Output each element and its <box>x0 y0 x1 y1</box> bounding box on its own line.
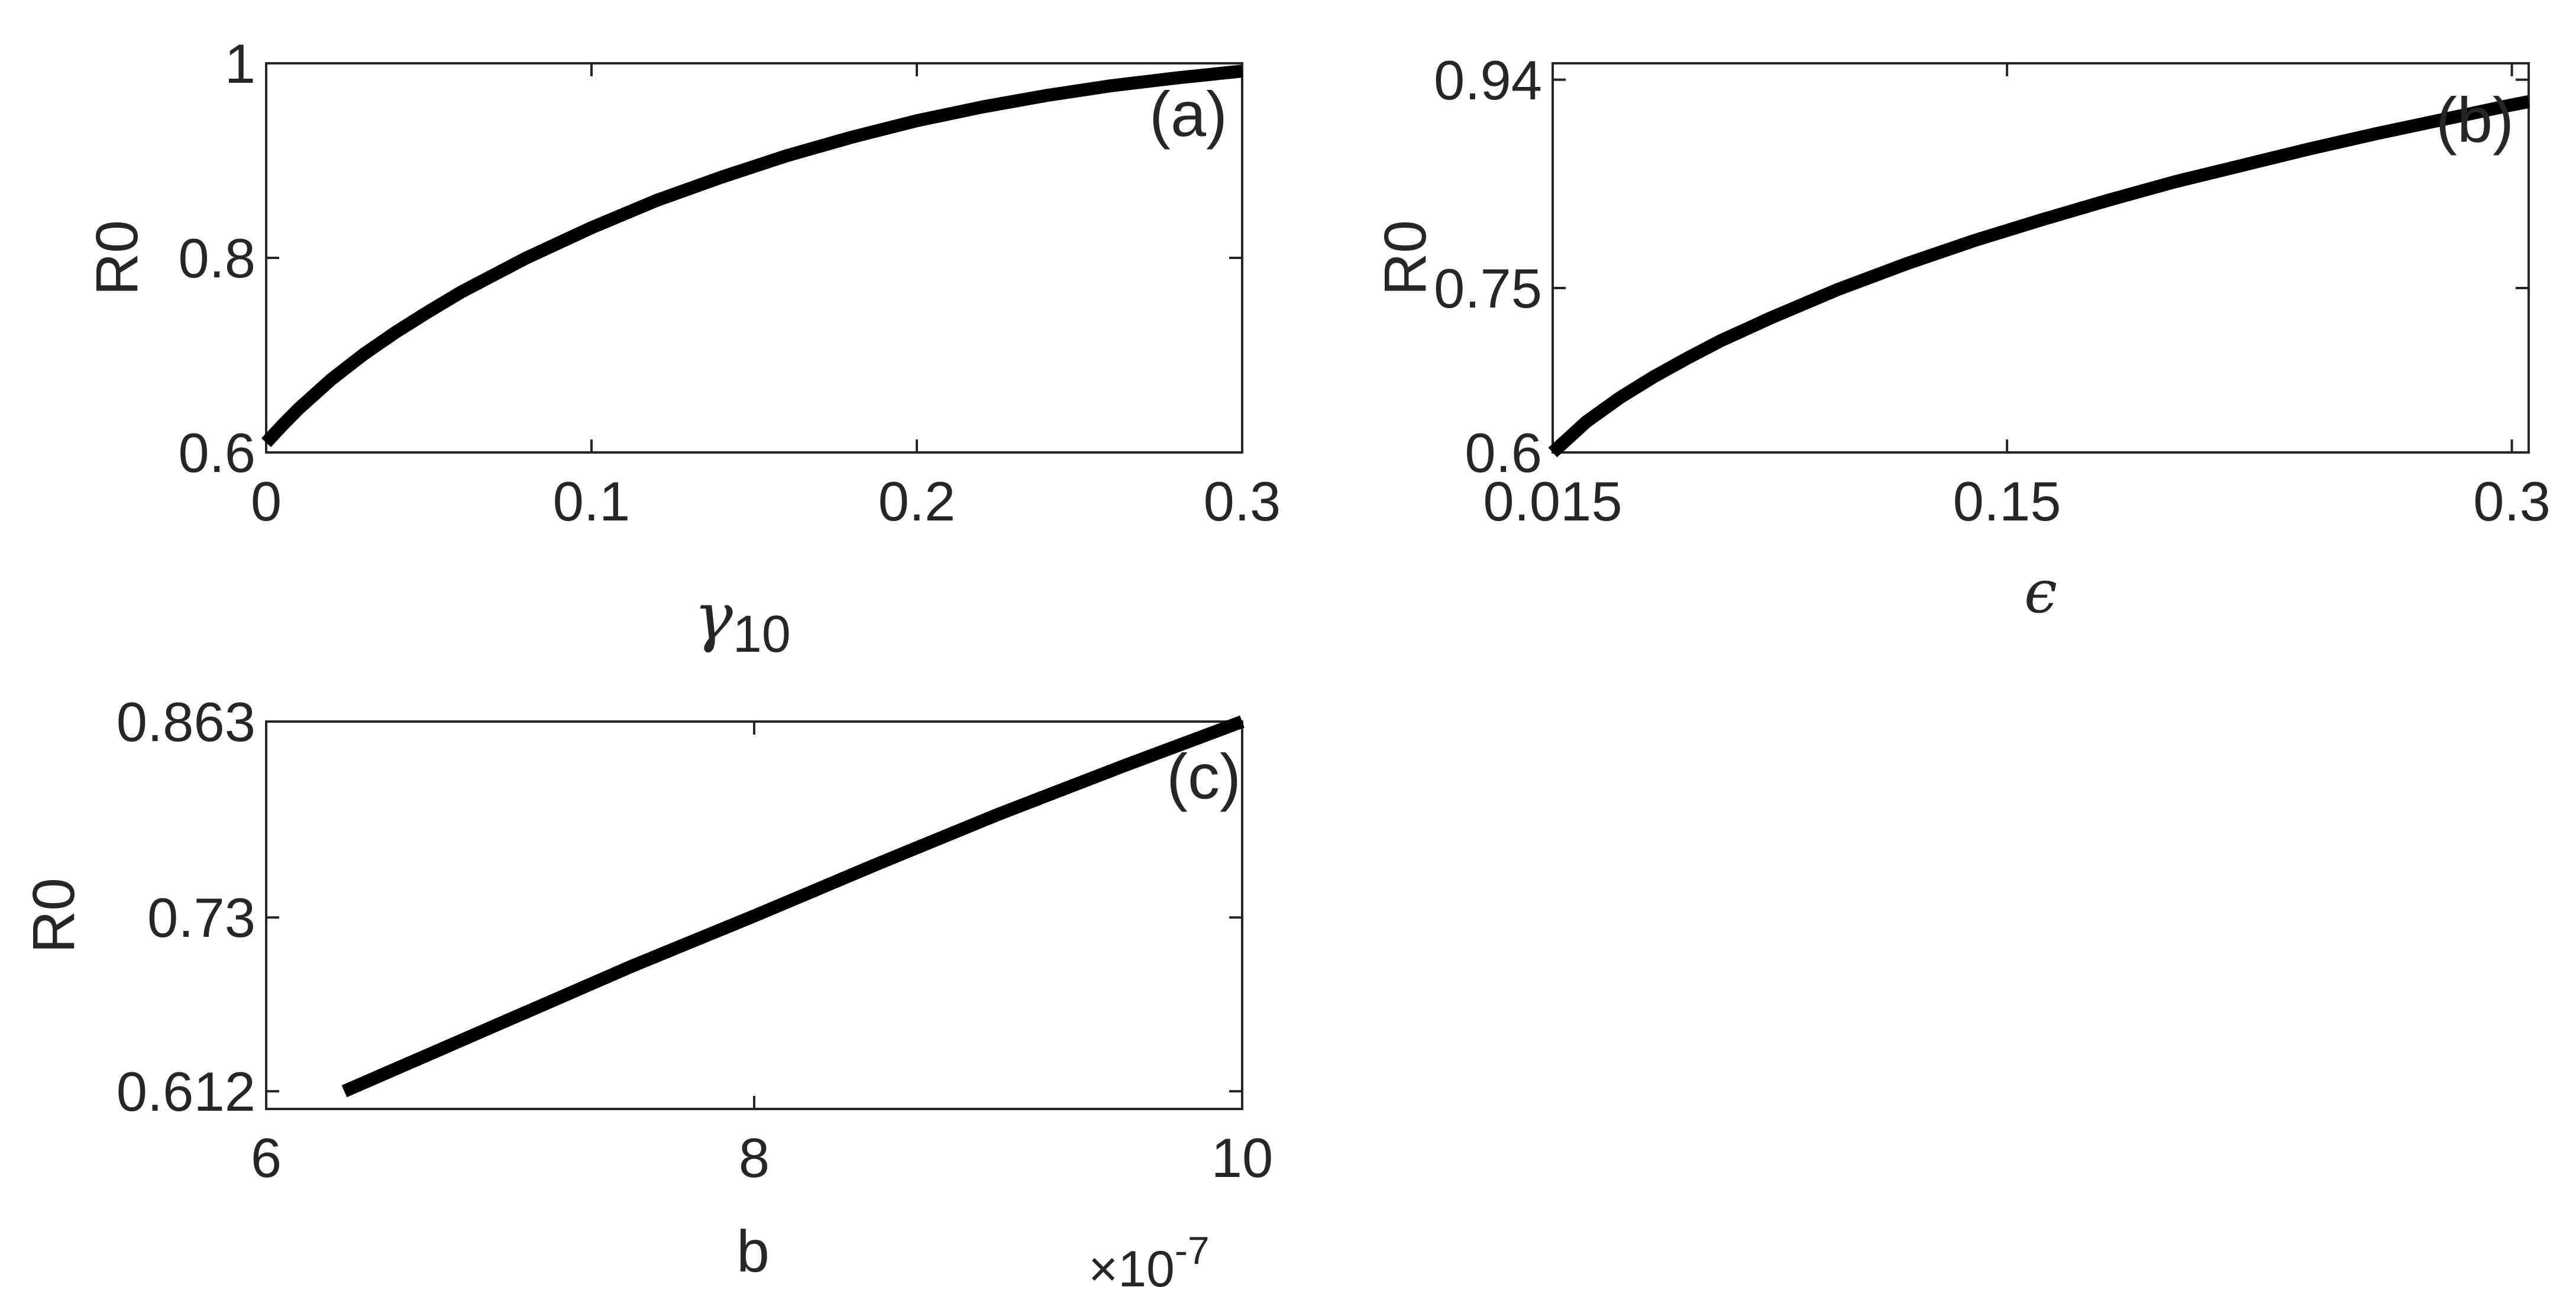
panel-c-ylabel: R0 <box>21 878 87 953</box>
panel-c-x-multiplier-base: ×10 <box>1088 1241 1175 1298</box>
panel-c-x-multiplier: ×10-7 <box>1088 1228 1210 1298</box>
panel-b-series-line-0 <box>1548 95 2530 458</box>
x-tick-label: 0.15 <box>1953 470 2061 532</box>
x-tick-label: 10 <box>1211 1127 1274 1189</box>
x-tick-label: 0.2 <box>878 470 956 532</box>
panel-c-tick-labels: 6 8 10 0.612 0.73 0.863 <box>117 691 1274 1189</box>
panel-a-axes-box <box>265 62 1243 454</box>
x-tick-label: 0.1 <box>553 470 631 532</box>
panel-a-series <box>261 64 1243 447</box>
panel-b-label: (b) <box>2436 84 2514 156</box>
y-tick-label: 0.8 <box>178 227 256 289</box>
x-tick-label: 0.015 <box>1483 470 1622 532</box>
x-tick-label: 0 <box>251 470 282 532</box>
y-tick-label: 0.612 <box>117 1060 256 1123</box>
panel-b-xlabel: ϵ <box>2024 557 2057 626</box>
panel-b: 0.015 0.15 0.3 0.6 0.75 0.94 (b) R0 ϵ <box>1372 49 2551 626</box>
panel-a-label: (a) <box>1149 78 1227 150</box>
y-tick-label: 0.73 <box>147 887 256 949</box>
y-tick-label: 0.6 <box>1465 422 1542 484</box>
panel-c-label: (c) <box>1166 740 1241 812</box>
panel-a-xlabel-symbol: γ <box>694 578 733 654</box>
x-tick-label: 6 <box>251 1127 282 1189</box>
panel-c-xlabel: b <box>736 1218 770 1285</box>
x-tick-label: 0.3 <box>1204 470 1281 532</box>
panel-b-tick-labels: 0.015 0.15 0.3 0.6 0.75 0.94 <box>1434 49 2551 532</box>
panel-a: 0 0.1 0.2 0.3 0.6 0.8 1 (a) R0 γ10 <box>84 33 1281 663</box>
panel-c-x-multiplier-exponent: -7 <box>1175 1228 1210 1272</box>
panel-b-axes-box <box>1552 62 2530 454</box>
x-tick-label: 8 <box>739 1127 770 1189</box>
y-tick-label: 0.863 <box>117 691 256 753</box>
y-tick-label: 0.94 <box>1434 49 1542 111</box>
panel-c: 6 8 10 0.612 0.73 0.863 (c) R0 b ×10-7 <box>21 691 1273 1298</box>
panel-a-xlabel: γ10 <box>694 578 791 663</box>
panel-b-ticks <box>1552 63 2529 454</box>
y-tick-label: 0.75 <box>1434 257 1542 319</box>
panel-a-ticks <box>265 62 1243 454</box>
panel-a-series-line-0 <box>261 64 1243 447</box>
panel-c-series <box>341 715 1245 1098</box>
y-tick-label: 1 <box>225 33 256 95</box>
panel-b-series <box>1548 95 2530 458</box>
y-tick-label: 0.6 <box>178 422 256 484</box>
panel-b-ylabel: R0 <box>1372 220 1439 296</box>
panel-c-series-line-0 <box>341 715 1245 1098</box>
panel-a-xlabel-subscript: 10 <box>733 604 791 663</box>
x-tick-label: 0.3 <box>2473 470 2551 532</box>
panel-a-ylabel: R0 <box>84 220 150 296</box>
panel-a-tick-labels: 0 0.1 0.2 0.3 0.6 0.8 1 <box>178 33 1281 532</box>
